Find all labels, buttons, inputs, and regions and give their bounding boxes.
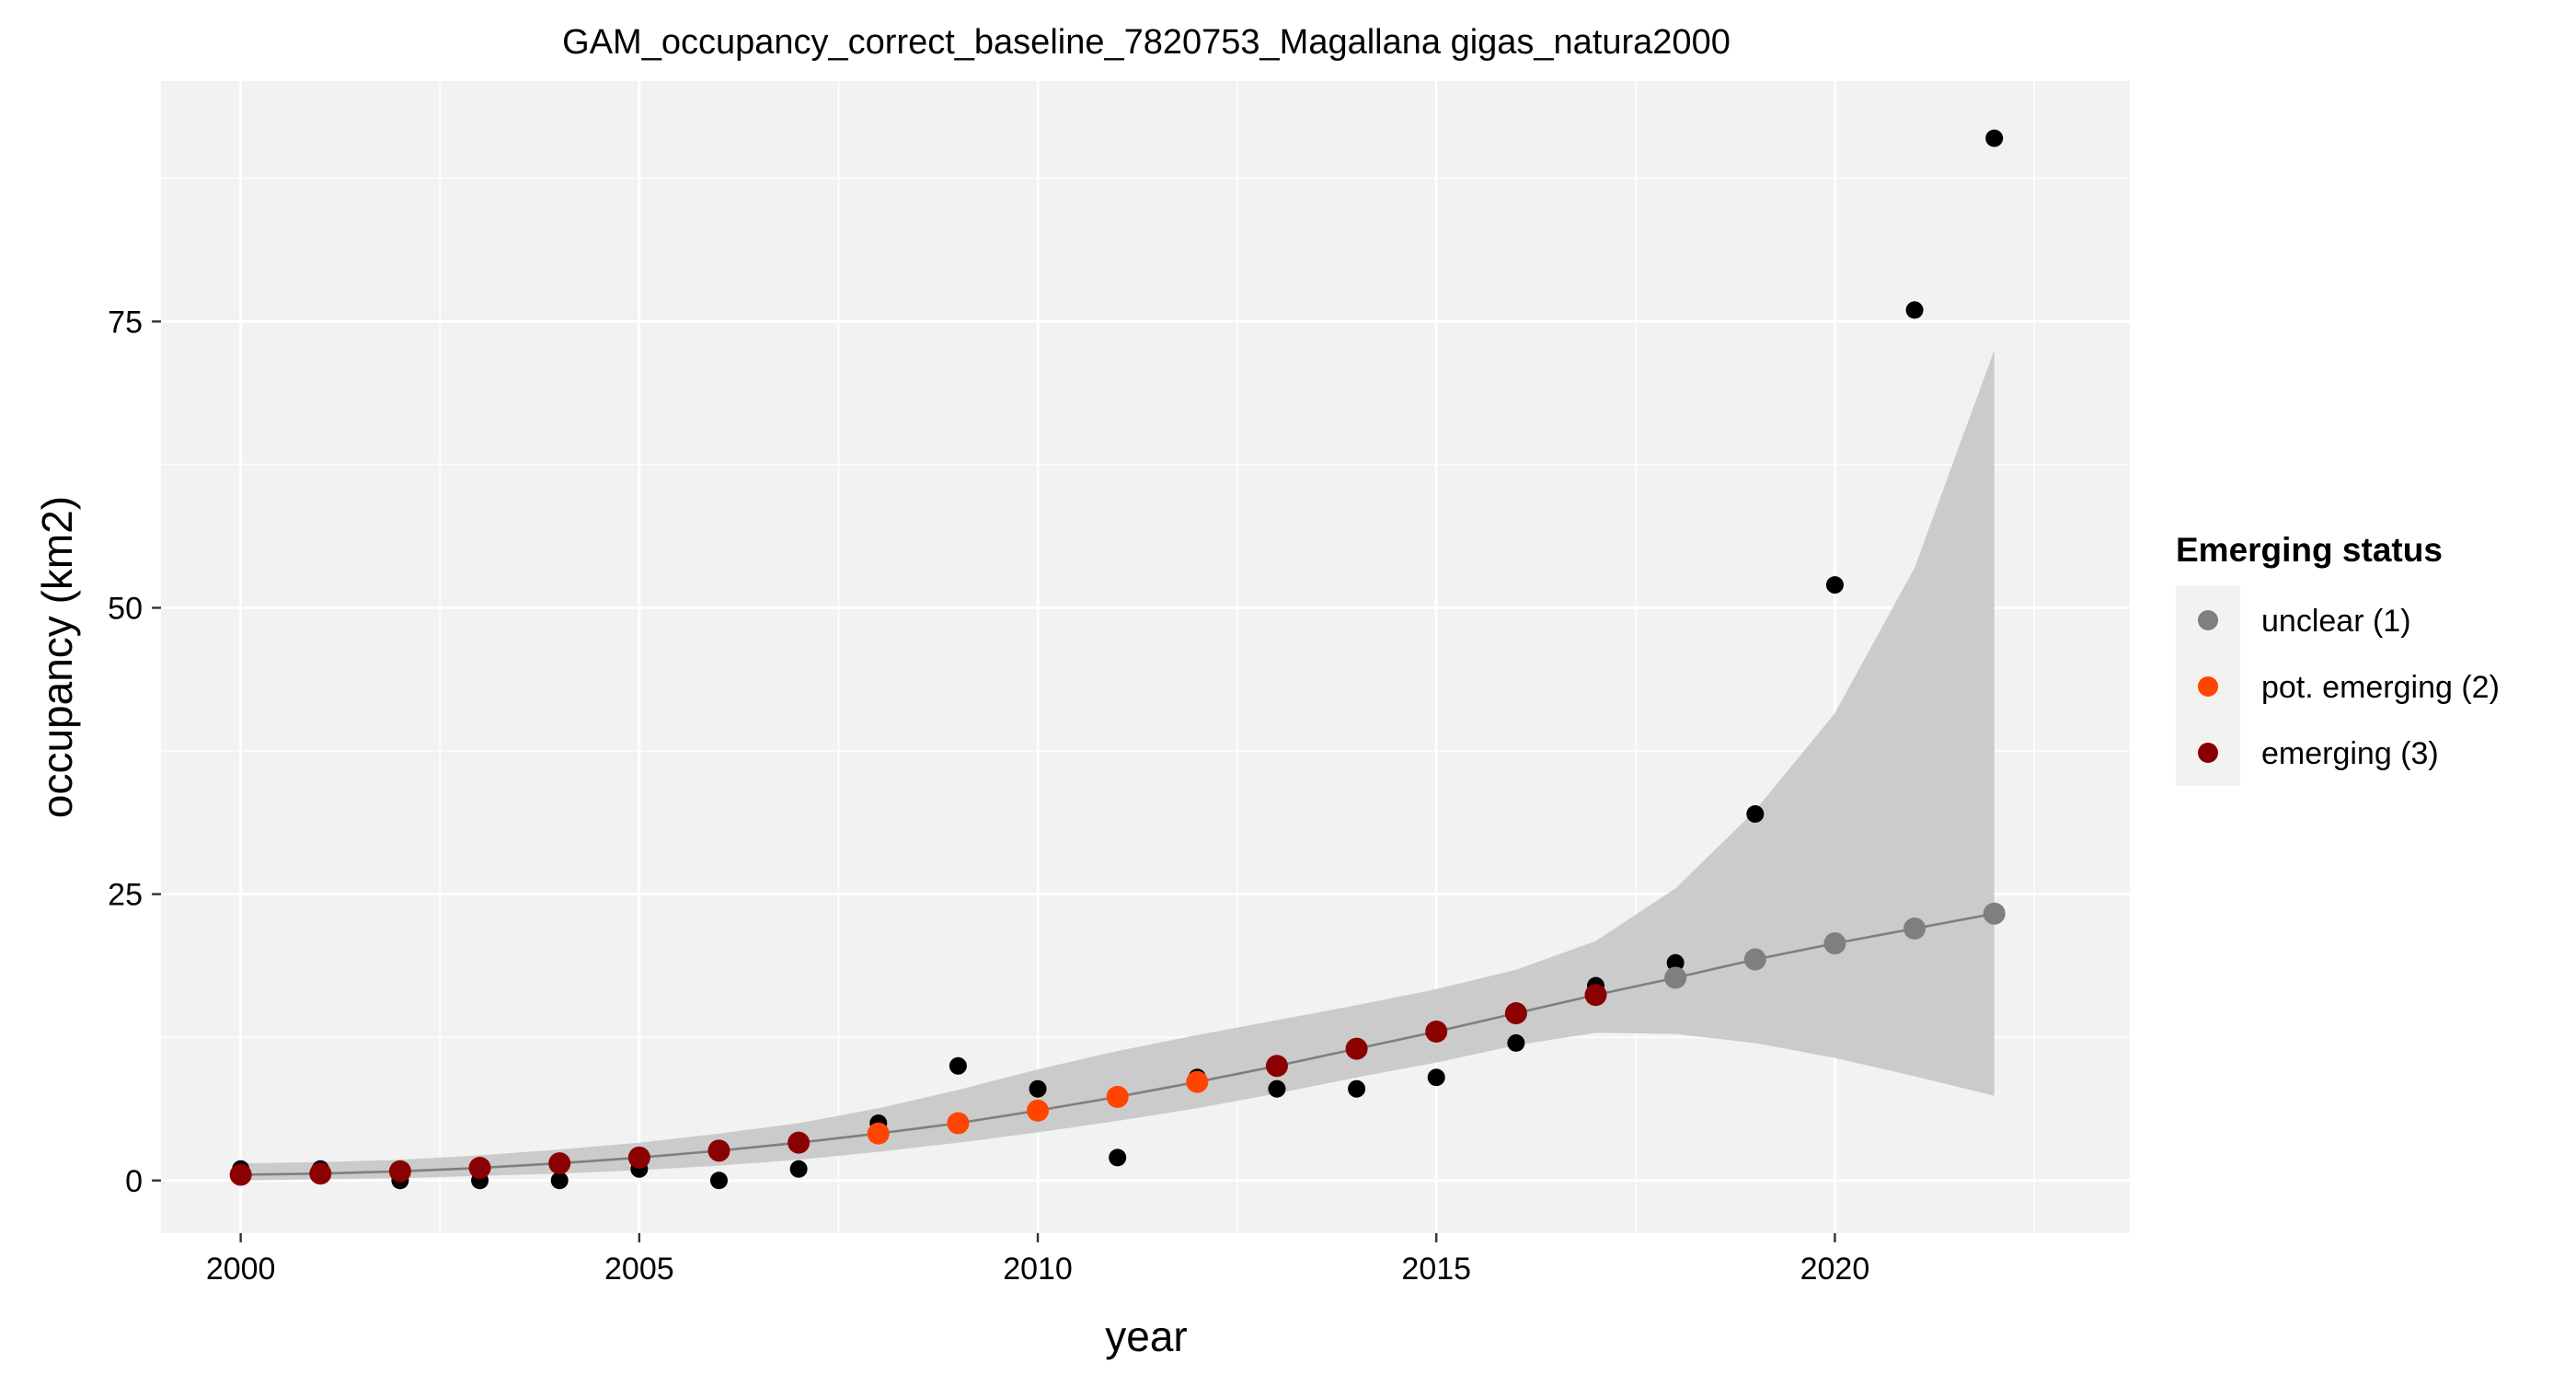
confidence-ribbon — [240, 350, 1995, 1181]
fitted-point-status-3 — [229, 1163, 252, 1186]
legend-label: emerging (3) — [2261, 736, 2439, 771]
observed-point — [1507, 1033, 1525, 1052]
y-tick-label: 75 — [108, 305, 143, 340]
observed-point — [789, 1160, 808, 1178]
observed-point — [1029, 1079, 1047, 1098]
fitted-point-status-3 — [1584, 984, 1607, 1007]
fitted-point-status-2 — [1106, 1085, 1129, 1108]
fitted-point-status-3 — [788, 1131, 811, 1154]
x-tick-label: 2020 — [1800, 1252, 1870, 1287]
fitted-point-status-3 — [468, 1157, 491, 1180]
observed-point — [949, 1056, 967, 1075]
fitted-point-status-3 — [309, 1162, 332, 1185]
y-tick-label: 0 — [125, 1164, 143, 1199]
legend-items: unclear (1) pot. emerging (2) emerging (3) — [2198, 604, 2500, 771]
y-axis-label: occupancy (km2) — [33, 496, 81, 818]
x-tick-label: 2000 — [206, 1252, 276, 1287]
fitted-point-status-1 — [1664, 966, 1687, 989]
chart-title: GAM_occupancy_correct_baseline_7820753_M… — [562, 23, 1731, 62]
observed-point — [1427, 1068, 1445, 1087]
observed-point — [1109, 1148, 1127, 1167]
fitted-point-status-3 — [388, 1160, 411, 1183]
fitted-point-status-3 — [548, 1152, 571, 1175]
legend-label: pot. emerging (2) — [2261, 670, 2500, 705]
legend-key-point — [2198, 743, 2218, 763]
fitted-point-status-3 — [1425, 1020, 1448, 1043]
fitted-point-status-2 — [1186, 1070, 1209, 1093]
fitted-point-status-1 — [1743, 948, 1766, 971]
fitted-points-layer — [229, 902, 2006, 1186]
x-axis: 2000 2005 2010 2015 2020 — [206, 1233, 1869, 1287]
observed-point — [1666, 953, 1685, 972]
fitted-point-status-3 — [1504, 1002, 1527, 1025]
fitted-point-status-2 — [867, 1122, 890, 1145]
x-tick-label: 2005 — [604, 1252, 674, 1287]
fitted-point-status-2 — [1027, 1099, 1050, 1122]
x-axis-label: year — [1105, 1312, 1187, 1360]
x-tick-label: 2015 — [1401, 1252, 1471, 1287]
legend-key-point — [2198, 610, 2218, 630]
fitted-point-status-3 — [707, 1139, 730, 1162]
x-tick-label: 2010 — [1003, 1252, 1073, 1287]
observed-point — [1985, 129, 2004, 147]
major-gridlines — [161, 81, 2130, 1233]
legend-label: unclear (1) — [2261, 604, 2411, 639]
confidence-ribbon-layer — [240, 350, 1995, 1181]
legend: Emerging status unclear (1) pot. emerging… — [2176, 531, 2500, 786]
observed-point — [1348, 1079, 1366, 1098]
y-tick-label: 50 — [108, 591, 143, 626]
fitted-point-status-1 — [1903, 917, 1926, 940]
observed-point — [1746, 805, 1765, 824]
legend-title: Emerging status — [2176, 531, 2443, 569]
fitted-point-status-3 — [1265, 1055, 1288, 1078]
y-tick-label: 25 — [108, 878, 143, 913]
fitted-point-status-2 — [947, 1112, 970, 1135]
observed-point — [1825, 576, 1844, 594]
observed-point — [1905, 301, 1924, 319]
observed-point — [709, 1171, 728, 1190]
observed-point — [1268, 1079, 1286, 1098]
fitted-point-status-1 — [1983, 902, 2006, 925]
fitted-point-status-1 — [1823, 932, 1846, 955]
observed-point — [550, 1171, 569, 1190]
fitted-point-status-3 — [1345, 1037, 1368, 1060]
fitted-point-status-3 — [627, 1146, 650, 1169]
legend-key-point — [2198, 676, 2218, 697]
y-axis: 0 25 50 75 — [108, 305, 161, 1199]
